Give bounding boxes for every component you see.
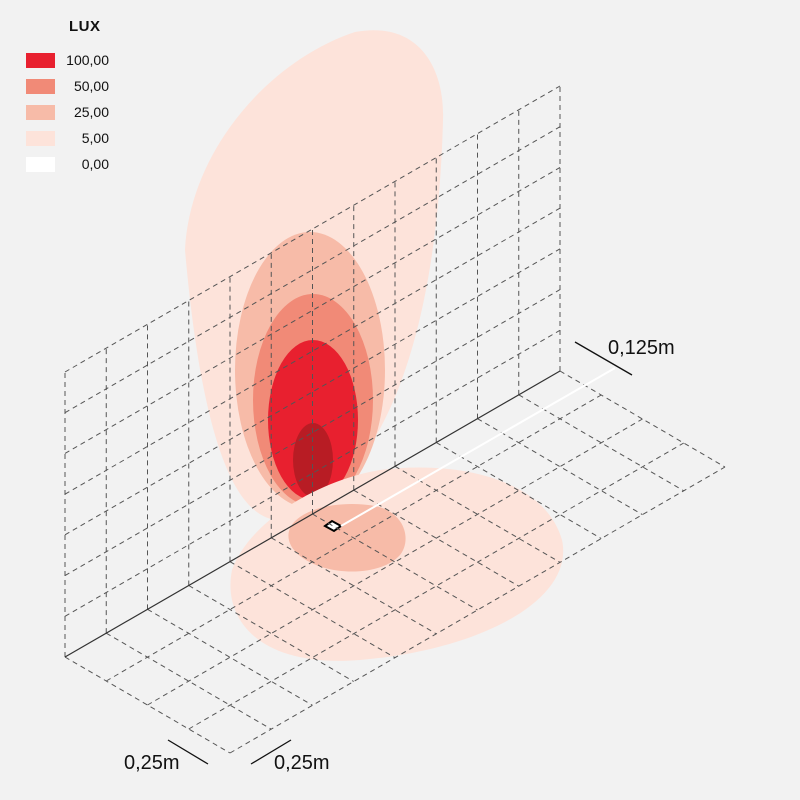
grid-y-dimension-label: 0,25m (274, 752, 330, 774)
legend-value: 5,00 (81, 130, 109, 146)
grid-line (518, 394, 685, 492)
offset-dimension-label: 0,125m (608, 337, 675, 359)
legend-item: 50,00 (26, 73, 109, 99)
grid-line (559, 370, 726, 468)
legend-swatch (26, 52, 55, 68)
wall-light-pool (185, 30, 444, 520)
fixture-offset-line (340, 367, 616, 527)
grid-line (188, 585, 355, 682)
grid-line (64, 656, 231, 754)
legend-item: 100,00 (26, 47, 109, 73)
grid-line (477, 418, 643, 516)
grid-line (270, 537, 437, 635)
grid-line (105, 632, 272, 730)
grid-line (435, 442, 602, 539)
floor-zone-25lux (288, 504, 406, 572)
legend-swatch (26, 130, 55, 146)
legend: LUX 100,00 50,00 25,00 5,00 0,00 (26, 18, 109, 177)
legend-swatch (26, 104, 55, 120)
wall-grid (64, 85, 561, 657)
grid-line (229, 561, 396, 659)
wall-floor-edge (64, 370, 561, 658)
legend-value: 0,00 (81, 156, 109, 172)
legend-value: 100,00 (66, 52, 109, 68)
legend-item: 5,00 (26, 125, 109, 151)
grid-line (147, 608, 313, 706)
legend-swatch (26, 78, 55, 94)
grid-line (312, 513, 478, 611)
legend-swatch (26, 156, 55, 172)
dimension-arrows (167, 341, 633, 765)
legend-title: LUX (69, 18, 101, 35)
grid-x-dimension-label: 0,25m (124, 752, 180, 774)
grid-line (353, 489, 520, 587)
floor-grid (64, 370, 726, 754)
legend-item: 0,00 (26, 151, 109, 177)
legend-value: 25,00 (73, 104, 109, 120)
legend-value: 50,00 (73, 78, 109, 94)
grid-line (394, 465, 561, 563)
legend-item: 25,00 (26, 99, 109, 125)
